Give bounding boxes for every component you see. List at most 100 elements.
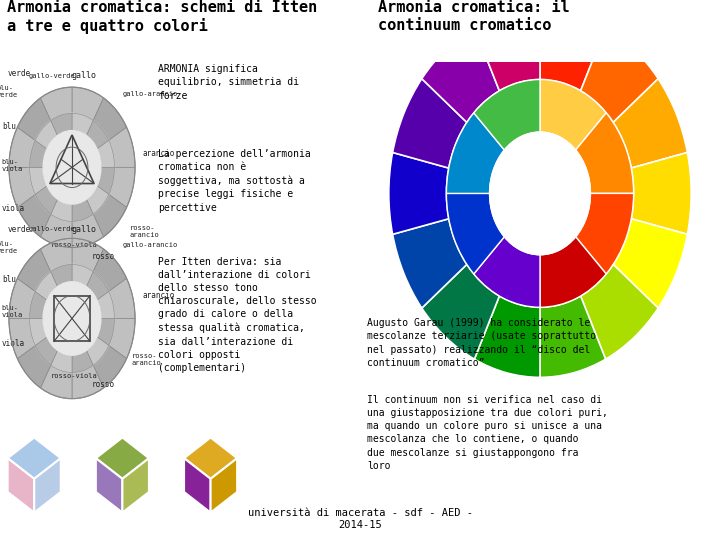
Text: rosso-viola: rosso-viola (50, 242, 97, 248)
Polygon shape (35, 458, 60, 512)
Text: blu: blu (1, 122, 16, 131)
Wedge shape (613, 79, 688, 168)
Wedge shape (86, 120, 109, 149)
Wedge shape (72, 265, 94, 287)
Wedge shape (109, 319, 135, 359)
Wedge shape (109, 279, 135, 319)
Polygon shape (96, 437, 149, 479)
Text: università di macerata - sdf - AED -
2014-15: università di macerata - sdf - AED - 201… (248, 508, 472, 530)
Wedge shape (94, 194, 127, 237)
Wedge shape (474, 79, 540, 150)
Wedge shape (30, 319, 47, 346)
Wedge shape (446, 113, 505, 193)
Circle shape (490, 132, 590, 255)
Wedge shape (474, 237, 540, 307)
Text: blu-
viola: blu- viola (1, 159, 23, 172)
Polygon shape (122, 458, 149, 512)
Wedge shape (446, 193, 505, 274)
Wedge shape (580, 28, 658, 123)
Wedge shape (540, 9, 606, 91)
Wedge shape (86, 272, 109, 300)
Wedge shape (474, 9, 540, 91)
Text: Il continuum non si verifica nel caso di
una giustapposizione tra due colori pur: Il continuum non si verifica nel caso di… (367, 395, 608, 471)
Text: blu-
verde: blu- verde (0, 85, 18, 98)
Wedge shape (72, 350, 94, 373)
Text: viola: viola (1, 339, 25, 348)
Circle shape (43, 282, 101, 355)
Wedge shape (30, 167, 47, 194)
Circle shape (30, 113, 114, 221)
Wedge shape (35, 337, 58, 365)
Wedge shape (540, 237, 606, 307)
Wedge shape (575, 193, 634, 274)
Text: gallo: gallo (72, 225, 97, 234)
Wedge shape (17, 194, 51, 237)
Polygon shape (96, 458, 122, 512)
Wedge shape (40, 87, 72, 120)
Wedge shape (17, 249, 50, 292)
Wedge shape (94, 346, 127, 388)
Text: gallo-verde: gallo-verde (29, 73, 76, 79)
Text: blu-
viola: blu- viola (1, 305, 23, 318)
Wedge shape (580, 265, 658, 359)
Wedge shape (35, 120, 58, 149)
Text: rosso: rosso (92, 380, 115, 389)
Wedge shape (50, 113, 72, 136)
Wedge shape (86, 337, 109, 365)
Circle shape (9, 238, 135, 399)
Polygon shape (184, 437, 237, 479)
Text: rosso-viola: rosso-viola (50, 373, 97, 379)
Wedge shape (40, 238, 72, 272)
Wedge shape (97, 319, 114, 346)
Wedge shape (575, 113, 634, 193)
Wedge shape (422, 265, 500, 359)
Wedge shape (392, 79, 467, 168)
Text: Armonia cromatica: schemi di Itten
a tre e quattro colori: Armonia cromatica: schemi di Itten a tre… (7, 0, 318, 34)
Wedge shape (72, 113, 94, 136)
Text: 35b: 35b (115, 500, 130, 509)
Wedge shape (9, 127, 35, 167)
Text: blu-
verde: blu- verde (0, 241, 18, 254)
Text: rosso: rosso (92, 252, 115, 261)
Polygon shape (8, 458, 35, 512)
Text: verde: verde (7, 225, 30, 234)
Circle shape (30, 265, 114, 373)
Text: gallo-arancio: gallo-arancio (122, 91, 178, 97)
Wedge shape (474, 296, 540, 377)
Text: gallo-verde: gallo-verde (29, 226, 76, 232)
Text: viola: viola (1, 204, 25, 213)
Wedge shape (17, 346, 51, 388)
Text: rosso-
arancio: rosso- arancio (132, 353, 161, 366)
Text: La percezione dell’armonia
cromatica non è
soggettiva, ma sottostà a
precise leg: La percezione dell’armonia cromatica non… (158, 149, 311, 213)
Wedge shape (72, 365, 104, 399)
Wedge shape (540, 296, 606, 377)
Wedge shape (94, 249, 127, 292)
Wedge shape (9, 319, 35, 359)
Wedge shape (540, 79, 606, 150)
Text: Armonia cromatica: il
continuum cromatico: Armonia cromatica: il continuum cromatic… (378, 0, 570, 33)
Wedge shape (51, 350, 72, 373)
Wedge shape (94, 98, 127, 140)
Wedge shape (9, 279, 35, 319)
Wedge shape (30, 292, 47, 319)
Wedge shape (17, 98, 50, 140)
Text: gallo-arancio: gallo-arancio (122, 242, 178, 248)
Text: Per Itten deriva: sia
dall’interazione di colori
dello stesso tono
chiaroscurale: Per Itten deriva: sia dall’interazione d… (158, 256, 317, 373)
Text: arancio: arancio (143, 291, 174, 300)
Text: gallo: gallo (72, 71, 97, 80)
Wedge shape (86, 186, 109, 214)
Wedge shape (422, 28, 500, 123)
Wedge shape (631, 152, 691, 234)
Text: verde: verde (7, 69, 30, 78)
Text: 35a: 35a (27, 500, 42, 509)
Polygon shape (8, 437, 60, 479)
Wedge shape (72, 87, 104, 120)
Text: arancio: arancio (143, 149, 174, 158)
Wedge shape (35, 272, 58, 300)
Polygon shape (210, 458, 237, 512)
Wedge shape (109, 127, 135, 167)
Wedge shape (97, 167, 114, 194)
Wedge shape (50, 265, 72, 287)
Wedge shape (613, 219, 688, 308)
Wedge shape (97, 140, 114, 167)
